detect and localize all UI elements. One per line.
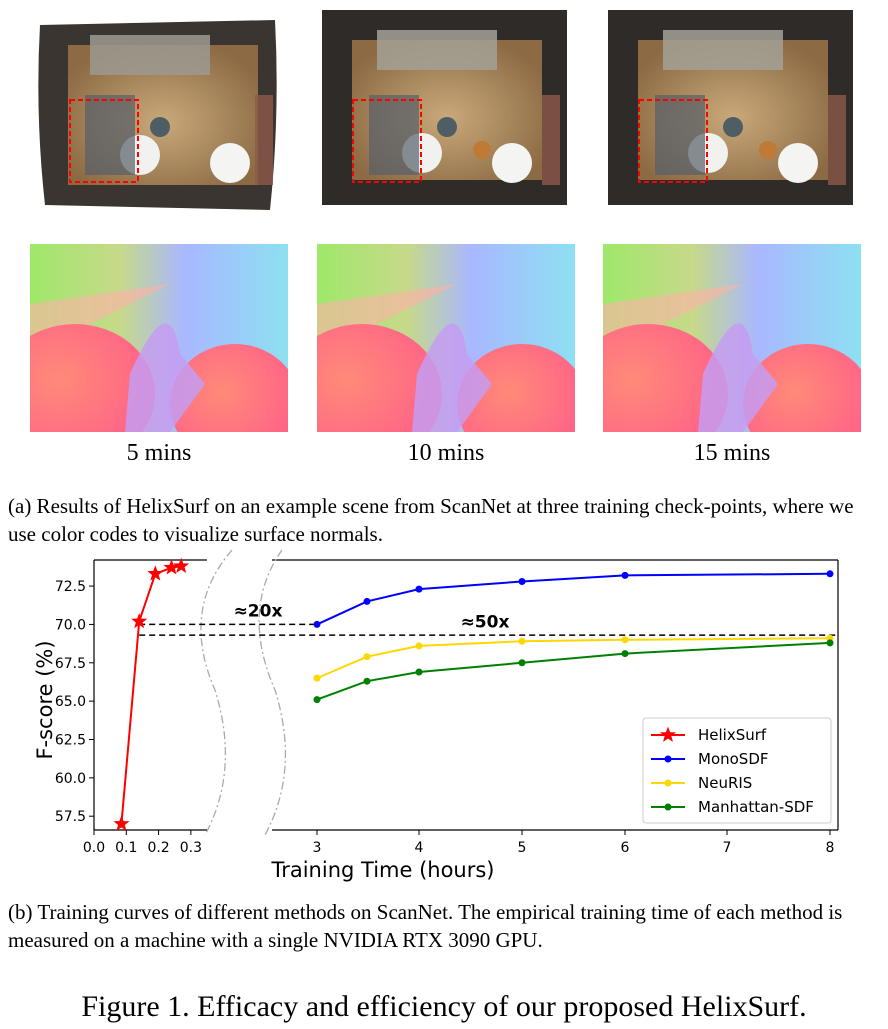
mesh-render-5min xyxy=(30,5,288,220)
series-line-manhattan-sdf xyxy=(316,641,831,701)
data-point-manhattan-sdf xyxy=(313,696,321,704)
y-axis-label: F-score (%) xyxy=(33,640,57,759)
x-tick-label: 8 xyxy=(826,840,835,856)
data-point-monosdf xyxy=(415,585,423,593)
y-tick-label: 57.5 xyxy=(55,809,86,825)
time-label-15min: 15 mins xyxy=(693,440,771,466)
y-tick-label: 70.0 xyxy=(55,617,86,633)
data-point-helixsurf xyxy=(173,557,190,573)
legend-marker-helixsurf xyxy=(659,726,677,742)
x-tick-label: 5 xyxy=(518,840,527,856)
annotation-20x: ≈20x xyxy=(234,601,283,621)
data-point-monosdf xyxy=(518,577,526,585)
normal-map-10min xyxy=(317,244,575,432)
time-label-5min: 5 mins xyxy=(126,440,192,466)
y-tick-label: 65.0 xyxy=(55,694,86,710)
data-point-manhattan-sdf xyxy=(826,639,834,647)
caption-b: (b) Training curves of different methods… xyxy=(8,900,843,952)
y-tick-label: 60.0 xyxy=(55,771,86,787)
data-point-neuris xyxy=(621,636,629,644)
data-point-monosdf xyxy=(313,620,321,628)
series-line-neuris xyxy=(316,637,831,680)
x-tick-label: 4 xyxy=(415,840,424,856)
series-line-monosdf xyxy=(316,572,831,626)
time-label-10min: 10 mins xyxy=(407,440,485,466)
legend-label-neuris: NeuRIS xyxy=(698,774,752,792)
legend-label-helixsurf: HelixSurf xyxy=(698,726,767,744)
x-tick-label: 0.1 xyxy=(115,840,137,856)
normal-map-15min xyxy=(603,244,861,432)
data-point-monosdf xyxy=(363,597,371,605)
legend-label-monosdf: MonoSDF xyxy=(698,750,769,768)
normal-map-5min xyxy=(30,244,288,432)
data-point-neuris xyxy=(415,642,423,650)
data-point-helixsurf xyxy=(131,612,148,629)
data-point-helixsurf xyxy=(147,565,164,581)
mesh-render-10min xyxy=(317,5,575,220)
data-point-manhattan-sdf xyxy=(415,668,423,676)
data-point-monosdf xyxy=(826,570,834,578)
legend-marker-manhattan-sdf xyxy=(664,803,672,811)
data-point-neuris xyxy=(313,674,321,682)
x-axis-label: Training Time (hours) xyxy=(270,858,494,882)
data-point-helixsurf xyxy=(163,559,180,575)
annotation-50x: ≈50x xyxy=(461,612,510,632)
y-tick-label: 72.5 xyxy=(55,579,86,595)
legend-box xyxy=(642,717,832,824)
caption-a: (a) Results of HelixSurf on an example s… xyxy=(8,494,854,546)
x-tick-label: 7 xyxy=(723,840,732,856)
data-point-helixsurf xyxy=(113,815,130,831)
series-line-helixsurf xyxy=(120,565,182,824)
data-point-monosdf xyxy=(621,571,629,579)
x-tick-label: 3 xyxy=(313,840,322,856)
x-tick-label: 0.0 xyxy=(83,840,105,856)
y-tick-label: 67.5 xyxy=(55,656,86,672)
data-point-manhattan-sdf xyxy=(621,650,629,658)
axis-break-right xyxy=(258,550,287,836)
legend-label-manhattan-sdf: Manhattan-SDF xyxy=(698,798,814,816)
legend-marker-neuris xyxy=(664,779,672,787)
figure-title: Figure 1. Efficacy and efficiency of our… xyxy=(81,990,807,1023)
data-point-manhattan-sdf xyxy=(518,659,526,667)
mesh-render-15min xyxy=(603,5,861,220)
x-tick-label: 0.3 xyxy=(180,840,202,856)
x-tick-label: 0.2 xyxy=(147,840,169,856)
data-point-neuris xyxy=(518,637,526,645)
y-tick-label: 62.5 xyxy=(55,732,86,748)
x-tick-label: 6 xyxy=(621,840,630,856)
axis-break-left xyxy=(200,550,233,836)
legend-marker-monosdf xyxy=(664,755,672,763)
data-point-manhattan-sdf xyxy=(363,677,371,685)
data-point-neuris xyxy=(363,653,371,661)
training-curve-chart: 57.5 60.0 62.5 65.0 67.5 70.0 72.5 0.0 0.1 0.2 0.3… xyxy=(33,550,839,882)
